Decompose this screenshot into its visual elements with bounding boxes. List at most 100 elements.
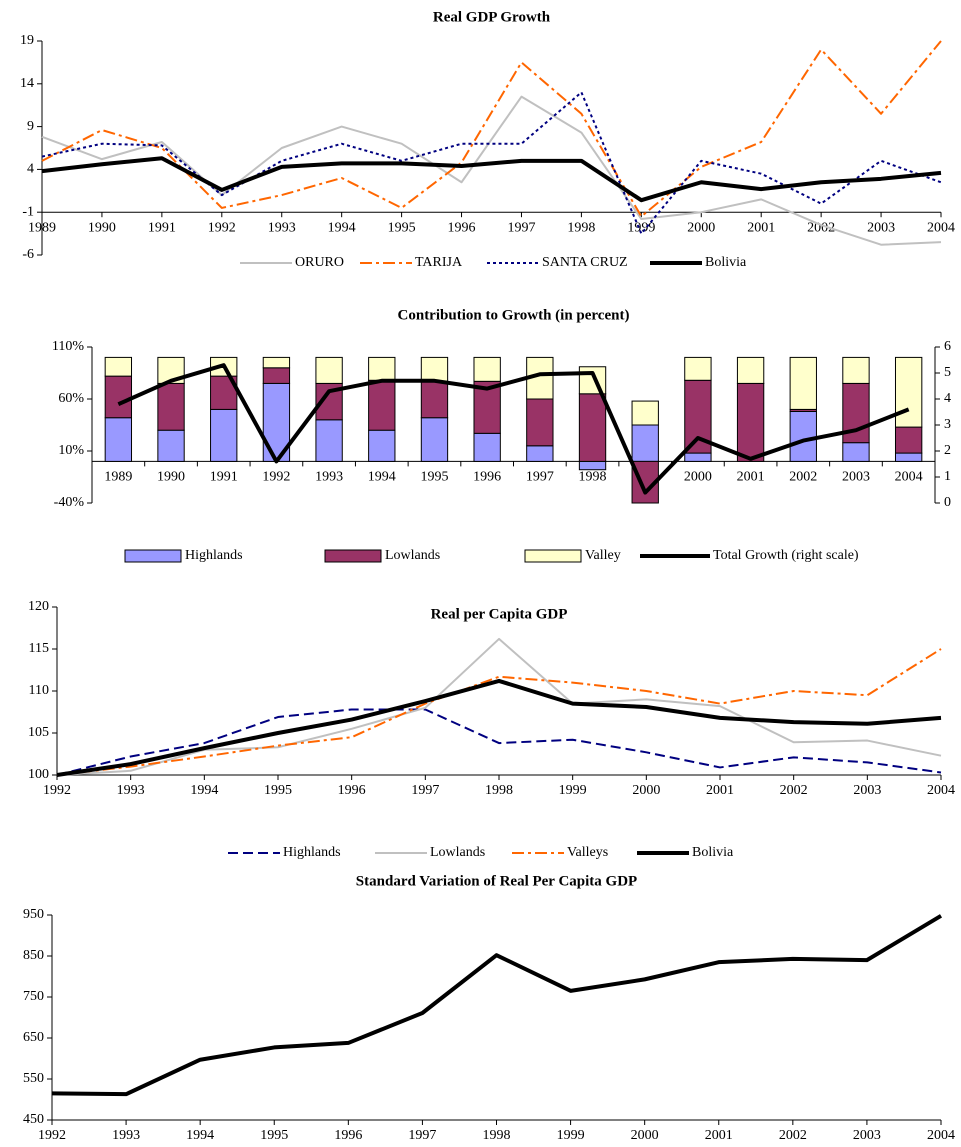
x-tick-label: 2004 [895,470,923,485]
x-tick-label: 1991 [210,470,238,485]
x-tick-label: 2003 [842,470,870,485]
series-line [41,40,942,218]
bar [262,367,291,384]
series-line [56,637,942,776]
bar [684,452,712,462]
chart-title: Contribution to Growth (in percent) [398,307,630,323]
chart-title: Standard Variation of Real Per Capita GD… [356,873,637,889]
y2-tick-label: 0 [944,495,951,510]
x-tick-label: 2002 [779,1128,807,1143]
x-tick-label: 1993 [315,470,343,485]
y2-tick-label: 5 [944,365,951,380]
bar [157,429,185,462]
x-tick-label: 1989 [104,470,132,485]
x-tick-label: 1997 [411,783,439,798]
bar [578,460,607,471]
x-tick-label: 2001 [737,470,765,485]
x-tick-label: 1996 [448,220,476,235]
x-tick-label: 2002 [789,470,817,485]
x-tick-label: 1993 [268,220,296,235]
y-tick-label: 110 [29,683,49,698]
series-line [41,91,942,235]
x-tick-label: 1989 [28,220,56,235]
bar [420,417,449,462]
y2-tick-label: 2 [944,443,951,458]
x-tick-label: 1992 [38,1128,66,1143]
legend-label: Bolivia [705,255,747,270]
y-tick-label: 105 [28,725,49,740]
y2-tick-label: 1 [944,469,951,484]
x-tick-label: 1998 [579,470,607,485]
x-tick-label: 1993 [117,783,145,798]
x-tick-label: 1992 [208,220,236,235]
legend-label: TARIJA [415,255,463,270]
y-tick-label: 120 [28,599,49,614]
x-tick-label: 1993 [112,1128,140,1143]
x-tick-label: 1997 [507,220,535,235]
bar [473,432,501,462]
x-tick-label: 1992 [43,783,71,798]
x-tick-label: 1990 [157,470,185,485]
bar [631,424,659,462]
x-tick-label: 1995 [420,470,448,485]
bar [157,382,185,431]
bar [473,356,501,382]
legend-label: ORURO [295,255,344,270]
bar [104,375,133,419]
x-tick-label: 2002 [807,220,835,235]
x-tick-label: 2000 [687,220,715,235]
y-tick-label: 750 [23,989,44,1004]
chart-title: Real GDP Growth [433,9,551,25]
x-tick-label: 2000 [631,1128,659,1143]
x-tick-label: 1998 [483,1128,511,1143]
x-tick-label: 2004 [927,1128,955,1143]
bar [578,393,607,462]
bar [894,452,923,462]
bar [368,379,396,431]
x-tick-label: 2001 [747,220,775,235]
legend-label: Lowlands [430,845,485,860]
y-tick-label: 450 [23,1112,44,1127]
x-tick-label: 1995 [388,220,416,235]
y-tick-label: 115 [29,641,49,656]
bar [210,408,238,462]
series-line [56,678,942,777]
bar [526,445,554,462]
bar [789,410,817,462]
x-tick-label: 1997 [526,470,554,485]
y-tick-label: 950 [23,907,44,922]
y-tick-label: 110% [52,339,84,354]
bar [368,429,396,462]
bar [736,382,765,462]
y2-tick-label: 6 [944,339,951,354]
legend-swatch [124,549,182,563]
x-tick-label: 1992 [262,470,290,485]
bar [262,356,291,369]
bar [631,400,659,426]
legend-label: Valleys [567,845,608,860]
legend-swatch [324,549,382,563]
legend-label: Valley [585,548,621,563]
x-tick-label: 2004 [927,783,955,798]
legend-label: Highlands [283,845,341,860]
y-tick-label: 60% [58,391,84,406]
chart-title: Real per Capita GDP [431,606,568,622]
y-tick-label: -1 [22,204,34,219]
bar [104,417,133,462]
bar [104,356,133,377]
series-line [41,156,942,203]
bar [420,380,449,419]
x-tick-label: 1998 [485,783,513,798]
x-tick-label: 2003 [853,1128,881,1143]
bar [315,356,343,384]
legend-label: Lowlands [385,548,440,563]
bar [420,356,449,382]
x-tick-label: 1995 [264,783,292,798]
y-tick-label: 9 [27,119,34,134]
x-tick-label: 2004 [927,220,955,235]
x-tick-label: 1997 [408,1128,436,1143]
legend-label: Highlands [185,548,243,563]
y-tick-label: 550 [23,1071,44,1086]
